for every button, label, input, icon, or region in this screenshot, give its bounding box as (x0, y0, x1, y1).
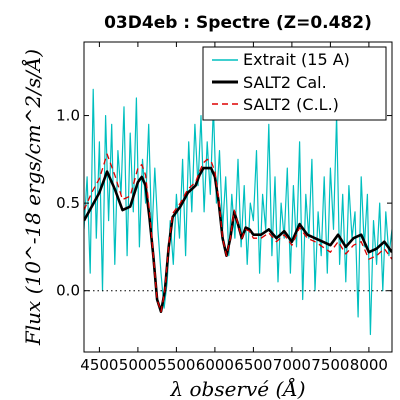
x-tick-label: 7500 (311, 356, 349, 374)
x-tick-label: 4500 (80, 356, 118, 374)
y-tick-label: 0.0 (56, 282, 80, 300)
series-line-salt2-cal (84, 166, 392, 314)
x-tick-label: 6000 (196, 356, 234, 374)
plot-frame (83, 41, 393, 353)
legend-label-salt2-cal: SALT2 Cal. (243, 73, 327, 92)
series-line-extrait-15-a (84, 88, 392, 336)
x-tick-label: 5000 (119, 356, 157, 374)
legend: Extrait (15 A) SALT2 Cal. SALT2 (C.L.) (202, 46, 387, 121)
x-axis-label: λ observé (Å) (169, 376, 305, 400)
y-tick-label: 0.5 (56, 194, 80, 212)
x-tick-label: 7000 (273, 356, 311, 374)
legend-label-extrait: Extrait (15 A) (243, 50, 350, 69)
x-tick-label: 5500 (157, 356, 195, 374)
x-axis-ticks: 4500 5000 5500 6000 6500 7000 7500 8000 (80, 42, 388, 374)
chart-title: 03D4eb : Spectre (Z=0.482) (104, 13, 372, 33)
y-axis-label: Flux (10^-18 ergs/cm^2/s/Å) (20, 49, 45, 346)
series-line-salt2-c-l (84, 153, 392, 313)
series-layer (84, 88, 392, 336)
x-tick-label: 6500 (234, 356, 272, 374)
legend-label-salt2-cl: SALT2 (C.L.) (243, 95, 339, 114)
y-tick-label: 1.0 (56, 107, 80, 125)
x-tick-label: 8000 (350, 356, 388, 374)
y-axis-ticks: 0.0 0.5 1.0 (56, 107, 392, 300)
